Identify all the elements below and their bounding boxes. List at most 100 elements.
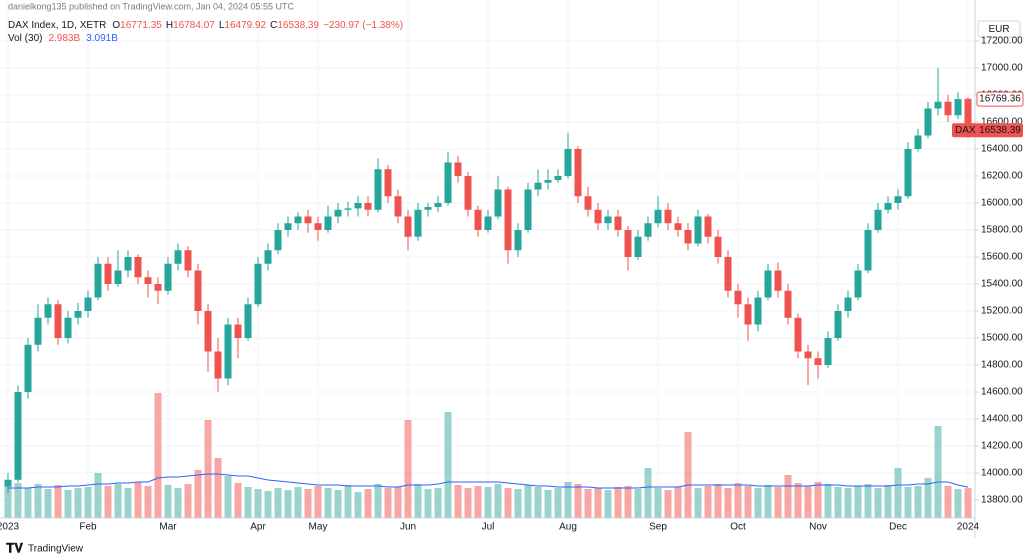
x-tick-label: Dec bbox=[889, 522, 907, 533]
y-tick-label: 15800.00 bbox=[981, 225, 1023, 236]
candle-body bbox=[204, 311, 212, 352]
volume-bar bbox=[554, 488, 562, 518]
volume-bar bbox=[774, 487, 782, 518]
volume-bar bbox=[854, 486, 862, 518]
volume-bar bbox=[914, 486, 922, 518]
candle-body bbox=[884, 202, 892, 210]
volume-bar bbox=[474, 486, 482, 518]
volume-bar bbox=[24, 488, 32, 518]
candle-body bbox=[264, 250, 272, 264]
volume-bar bbox=[364, 489, 372, 518]
volume-bar bbox=[664, 490, 672, 518]
volume-bar bbox=[464, 488, 472, 518]
ohlc-label: O bbox=[112, 20, 120, 31]
candle-body bbox=[534, 182, 542, 190]
candle-body bbox=[404, 216, 412, 237]
candle-body bbox=[734, 290, 742, 305]
candle-body bbox=[634, 236, 642, 257]
volume-bar bbox=[814, 482, 822, 518]
volume-bar bbox=[704, 486, 712, 518]
volume-bar bbox=[54, 485, 62, 518]
x-tick-label: Sep bbox=[649, 522, 667, 533]
y-tick-label: 15400.00 bbox=[981, 279, 1023, 290]
x-tick-label: 2024 bbox=[957, 522, 980, 533]
volume-bar bbox=[114, 484, 122, 518]
volume-bar bbox=[634, 489, 642, 518]
ohlc-label: L bbox=[219, 20, 225, 31]
volume-bar bbox=[954, 489, 962, 518]
volume-bar bbox=[794, 483, 802, 518]
candle-body bbox=[864, 229, 872, 271]
volume-bar bbox=[234, 483, 242, 518]
candle-body bbox=[44, 304, 52, 318]
candle-body bbox=[384, 169, 392, 197]
volume-bar bbox=[724, 488, 732, 518]
volume-bar bbox=[264, 491, 272, 518]
x-tick-label: Oct bbox=[730, 522, 746, 533]
volume-bar bbox=[824, 484, 832, 518]
volume-bar bbox=[964, 488, 972, 518]
volume-bar bbox=[14, 483, 22, 518]
candle-body bbox=[714, 236, 722, 257]
volume-bar bbox=[184, 484, 192, 518]
last-symbol: DAX bbox=[955, 125, 976, 136]
candle-body bbox=[574, 148, 582, 197]
candle-body bbox=[834, 311, 842, 339]
candle-body bbox=[914, 135, 922, 149]
candle-body bbox=[854, 270, 862, 298]
prev-close-label: 16769.36 bbox=[979, 94, 1021, 105]
volume-bar bbox=[34, 484, 42, 518]
volume-bar bbox=[684, 432, 692, 518]
volume-bar bbox=[504, 488, 512, 518]
volume-bar bbox=[494, 484, 502, 518]
volume-title: Vol (30) bbox=[8, 33, 42, 44]
volume-bar bbox=[644, 468, 652, 518]
y-tick-label: 13800.00 bbox=[981, 495, 1023, 506]
y-tick-label: 16200.00 bbox=[981, 171, 1023, 182]
volume-bar bbox=[574, 484, 582, 518]
y-tick-label: 15600.00 bbox=[981, 252, 1023, 263]
volume-bar bbox=[144, 486, 152, 518]
x-tick-label: Jul bbox=[482, 522, 495, 533]
candle-body bbox=[444, 162, 452, 203]
candle-body bbox=[244, 304, 252, 339]
candle-body bbox=[474, 209, 482, 230]
candle-body bbox=[394, 196, 402, 217]
candle-body bbox=[684, 229, 692, 244]
y-tick-label: 14800.00 bbox=[981, 360, 1023, 371]
candle-body bbox=[234, 324, 242, 339]
candle-body bbox=[124, 256, 132, 271]
volume-ma-value: 3.091B bbox=[86, 33, 118, 44]
y-tick-label: 16600.00 bbox=[981, 117, 1023, 128]
volume-bar bbox=[934, 426, 942, 518]
candle-body bbox=[934, 101, 942, 109]
volume-bar bbox=[124, 488, 132, 518]
volume-bar bbox=[424, 489, 432, 518]
y-tick-label: 14600.00 bbox=[981, 387, 1023, 398]
candle-body bbox=[4, 479, 12, 487]
volume-bar bbox=[374, 484, 382, 518]
volume-bar bbox=[294, 487, 302, 518]
candle-body bbox=[334, 209, 342, 217]
y-tick-label: 15200.00 bbox=[981, 306, 1023, 317]
candle-body bbox=[364, 202, 372, 210]
ohlc-value: 16479.92 bbox=[224, 20, 266, 31]
candle-body bbox=[34, 317, 42, 345]
y-tick-label: 14200.00 bbox=[981, 441, 1023, 452]
axis-layer: 13800.00 14000.00 14200.00 14400.00 14600.00… bbox=[0, 36, 1024, 533]
volume-bar bbox=[524, 485, 532, 518]
candle-body bbox=[804, 351, 812, 359]
volume-bar bbox=[104, 486, 112, 518]
volume-bar bbox=[84, 487, 92, 518]
candle-body bbox=[494, 189, 502, 217]
volume-value: 2.983B bbox=[48, 33, 80, 44]
candle-body bbox=[544, 180, 552, 183]
candle-body bbox=[294, 216, 302, 224]
volume-bar bbox=[434, 488, 442, 518]
candle-body bbox=[674, 223, 682, 230]
candle-body bbox=[824, 338, 832, 366]
volume-bar bbox=[904, 487, 912, 518]
x-tick-label: Jun bbox=[400, 522, 416, 533]
candle-body bbox=[604, 216, 612, 224]
